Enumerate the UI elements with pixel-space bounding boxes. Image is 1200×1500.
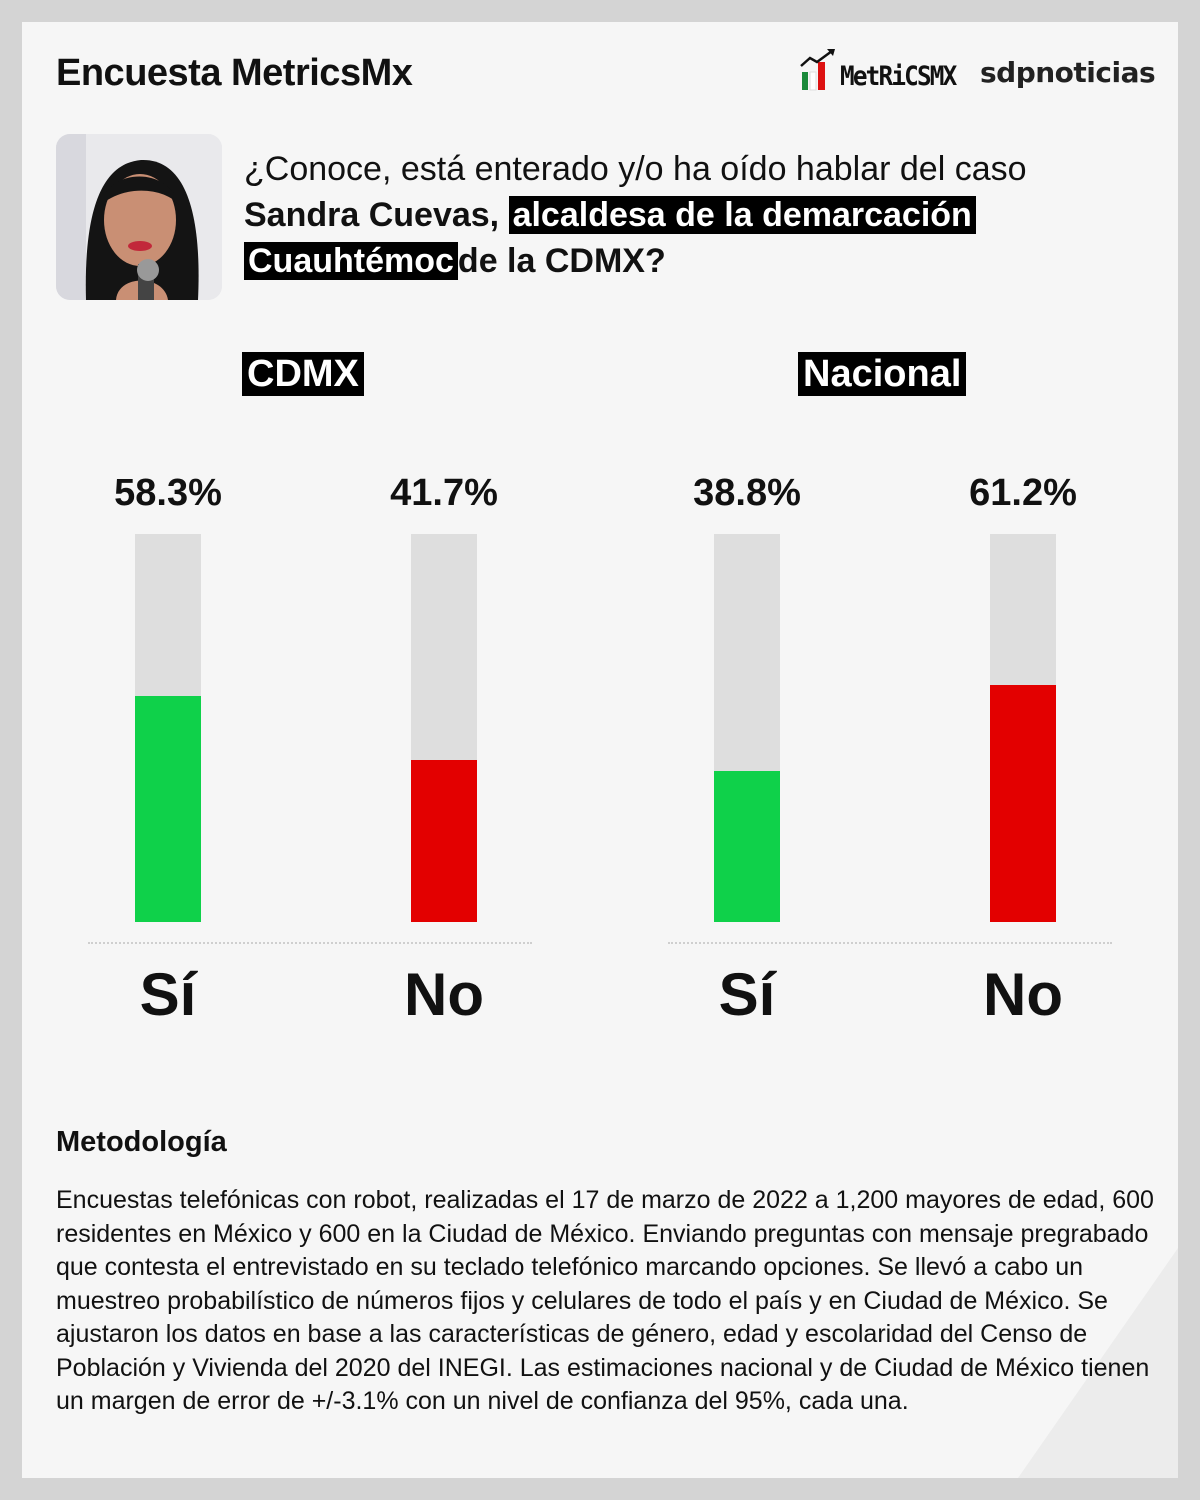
- panel-title-nacional: Nacional: [798, 352, 967, 396]
- bar-no: [990, 684, 1056, 922]
- question-line-1: ¿Conoce, está enterado y/o ha oído habla…: [244, 150, 1027, 188]
- survey-question: ¿Conoce, está enterado y/o ha oído habla…: [244, 146, 1164, 284]
- metricsmx-logo-text: MetRiCSMX: [840, 61, 957, 92]
- question-highlight-1: alcaldesa de la demarcación: [508, 196, 976, 234]
- page-title: Encuesta MetricsMx: [56, 52, 413, 94]
- infographic-card: Encuesta MetricsMx MetRiCSMX sdpnoticias…: [22, 22, 1178, 1478]
- data-label: 58.3%: [114, 472, 222, 514]
- metricsmx-logo: MetRiCSMX: [800, 48, 968, 92]
- category-label: Sí: [139, 961, 197, 1028]
- chart-baseline: [88, 942, 532, 944]
- bar-si: [135, 695, 201, 922]
- panel-title-cdmx: CDMX: [242, 352, 364, 396]
- question-name: Sandra Cuevas,: [244, 196, 500, 234]
- bar-track: [990, 534, 1056, 922]
- data-label: 61.2%: [969, 472, 1077, 514]
- trend-arrow-icon: [800, 49, 835, 91]
- category-label: No: [404, 961, 484, 1028]
- question-end: de la CDMX?: [457, 242, 666, 280]
- sdpnoticias-logo: sdpnoticias: [980, 56, 1156, 89]
- data-label: 41.7%: [390, 472, 498, 514]
- portrait-photo: [56, 134, 222, 300]
- chart-baseline: [668, 942, 1112, 944]
- bar-track: [714, 534, 780, 922]
- methodology-heading: Metodología: [56, 1126, 227, 1158]
- bar-track: [411, 534, 477, 922]
- bar-si: [714, 771, 780, 922]
- question-highlight-2: Cuauhtémoc: [244, 242, 458, 280]
- bar-no: [411, 760, 477, 922]
- methodology-text: Encuestas telefónicas con robot, realiza…: [56, 1186, 1154, 1415]
- decorative-corner: [1018, 1248, 1178, 1478]
- category-label: Sí: [718, 961, 776, 1028]
- data-label: 38.8%: [693, 472, 801, 514]
- category-label: No: [983, 961, 1063, 1028]
- bar-track: [135, 534, 201, 922]
